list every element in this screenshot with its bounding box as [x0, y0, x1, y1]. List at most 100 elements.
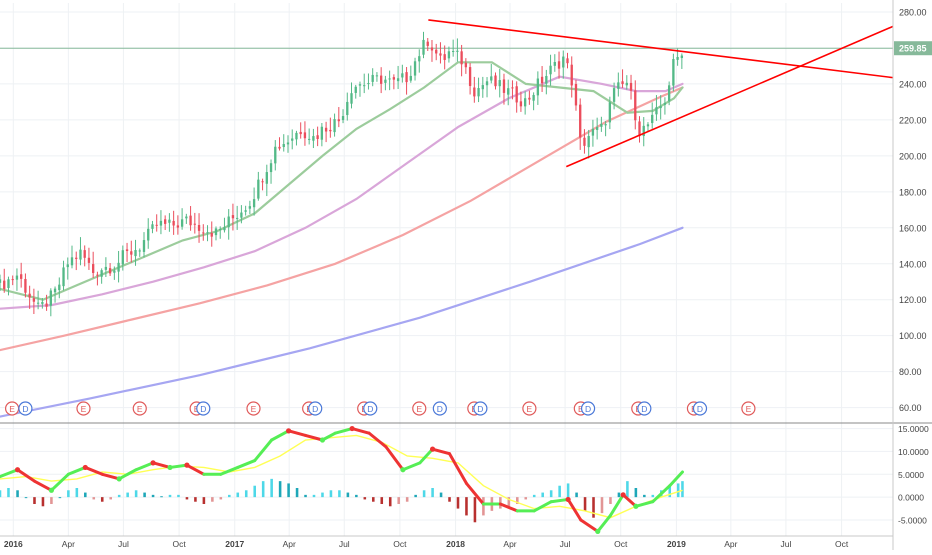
event-marker[interactable] — [363, 401, 378, 416]
candle-up — [485, 81, 489, 86]
candle-up — [642, 125, 645, 137]
sma-slow-line — [0, 86, 684, 352]
time-axis-tick-label: Apr — [724, 539, 737, 549]
macd-histogram-bar — [134, 490, 138, 498]
macd-turn-dot — [319, 437, 326, 443]
macd-axis-tick-label: 10.0000 — [898, 447, 929, 457]
event-marker-label: E — [746, 404, 752, 414]
candle-up — [409, 75, 412, 81]
last-price-tag — [894, 41, 932, 56]
time-axis-tick-label: Apr — [283, 539, 296, 549]
event-marker-label: D — [477, 404, 483, 414]
event-marker[interactable] — [132, 401, 147, 416]
macd-histogram-bar — [270, 478, 273, 498]
macd-line-segment — [549, 497, 570, 504]
trendline-upper[interactable] — [428, 19, 894, 79]
candle-up — [600, 123, 603, 127]
event-marker[interactable] — [692, 401, 708, 416]
event-marker-label: D — [585, 404, 591, 414]
candle-up — [655, 107, 658, 115]
macd-line-segment — [83, 465, 104, 476]
event-marker-label: E — [9, 404, 15, 414]
candle-down — [303, 132, 307, 139]
macd-line-segment — [448, 452, 468, 485]
candle-down — [11, 279, 14, 281]
candle-down — [337, 119, 340, 122]
candle-down — [392, 77, 396, 80]
candle-up — [219, 229, 222, 231]
candle-down — [557, 61, 561, 69]
macd-histogram-bar — [473, 497, 477, 523]
macd-histogram-bar — [143, 492, 146, 498]
event-marker[interactable] — [637, 401, 652, 416]
candle-up — [62, 267, 65, 287]
candle-up — [371, 74, 374, 82]
candle-down — [324, 127, 328, 132]
candle-down — [125, 249, 129, 252]
macd-turn-dot — [400, 467, 406, 473]
macd-histogram-bar — [7, 488, 10, 498]
candle-up — [0, 279, 2, 283]
candle-up — [7, 279, 10, 288]
event-marker[interactable] — [412, 401, 427, 416]
price-axis-tick-label: 200.00 — [899, 151, 927, 161]
time-axis-tick-label: 2019 — [667, 539, 686, 549]
candle-up — [401, 73, 404, 78]
time-axis-tick-label: Apr — [503, 539, 516, 549]
candle-down — [92, 264, 95, 273]
grid-layer — [0, 3, 893, 536]
event-marker[interactable] — [308, 401, 323, 416]
macd-histogram-bar — [84, 492, 87, 498]
candle-up — [236, 217, 239, 219]
event-marker[interactable] — [432, 401, 447, 416]
event-marker[interactable] — [196, 401, 211, 416]
macd-histogram-bar — [236, 492, 240, 498]
event-marker[interactable] — [246, 401, 261, 416]
macd-line-segment — [236, 459, 257, 469]
macd-indicator — [0, 425, 684, 535]
candle-down — [430, 47, 434, 51]
event-marker[interactable] — [580, 401, 596, 416]
candle-down — [439, 53, 442, 56]
event-marker[interactable] — [18, 401, 33, 416]
candle-up — [66, 264, 69, 268]
candle-up — [676, 57, 679, 60]
macd-line-segment — [464, 481, 485, 506]
event-marker-label: D — [697, 404, 703, 414]
macd-line-segment — [668, 470, 684, 488]
macd-histogram-bar — [643, 494, 646, 498]
sma-long-line — [0, 226, 684, 418]
macd-histogram-bar — [566, 483, 570, 498]
candle-down — [164, 219, 167, 224]
macd-histogram-bar — [50, 497, 53, 504]
macd-histogram-bar — [439, 492, 443, 498]
macd-histogram-bar — [117, 494, 121, 498]
candle-up — [248, 206, 252, 209]
candle-down — [473, 87, 476, 97]
price-axis-tick-label: 80.00 — [899, 367, 922, 377]
macd-histogram-bar — [388, 497, 392, 507]
event-marker-label: D — [22, 404, 28, 414]
event-marker[interactable] — [76, 401, 91, 416]
event-marker[interactable] — [741, 401, 756, 416]
event-marker[interactable] — [473, 401, 488, 416]
candle-up — [595, 127, 599, 130]
event-marker-label: E — [527, 404, 533, 414]
macd-histogram-bar — [558, 485, 561, 498]
candle-up — [507, 88, 510, 95]
last-price-label: 259.85 — [899, 44, 927, 54]
candle-up — [358, 84, 362, 86]
macd-line-segment — [384, 445, 405, 472]
macd-histogram-bar — [617, 492, 621, 498]
event-marker[interactable] — [522, 401, 537, 416]
macd-line-segment — [651, 484, 672, 504]
sma-fast-line — [0, 61, 684, 301]
candle-up — [456, 50, 459, 52]
candle-up — [549, 65, 552, 75]
trendline-lower[interactable] — [565, 25, 894, 168]
time-axis-tick-label: 2017 — [225, 539, 244, 549]
macd-histogram-bar — [456, 497, 460, 509]
macd-turn-dot — [595, 528, 601, 535]
